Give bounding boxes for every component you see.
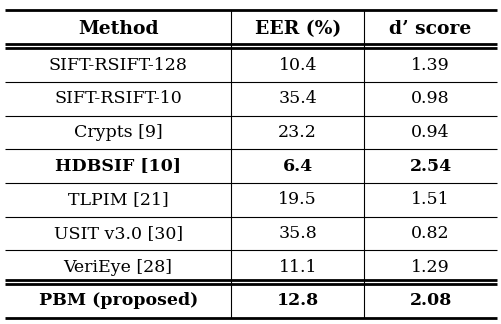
Text: 0.94: 0.94: [410, 124, 449, 141]
Text: PBM (proposed): PBM (proposed): [39, 292, 197, 309]
Text: d’ score: d’ score: [389, 20, 471, 38]
Text: 2.54: 2.54: [409, 157, 451, 175]
Text: Crypts [9]: Crypts [9]: [74, 124, 162, 141]
Text: 0.98: 0.98: [410, 90, 449, 107]
Text: TLPIM [21]: TLPIM [21]: [68, 191, 168, 208]
Text: SIFT-RSIFT-128: SIFT-RSIFT-128: [49, 56, 187, 74]
Text: 1.29: 1.29: [410, 259, 449, 275]
Text: 35.8: 35.8: [278, 225, 317, 242]
Text: 1.51: 1.51: [410, 191, 449, 208]
Text: USIT v3.0 [30]: USIT v3.0 [30]: [54, 225, 182, 242]
Text: 0.82: 0.82: [410, 225, 449, 242]
Text: 12.8: 12.8: [276, 292, 318, 309]
Text: SIFT-RSIFT-10: SIFT-RSIFT-10: [54, 90, 182, 107]
Text: 35.4: 35.4: [278, 90, 317, 107]
Text: 2.08: 2.08: [409, 292, 451, 309]
Text: 10.4: 10.4: [278, 56, 316, 74]
Text: Method: Method: [78, 20, 158, 38]
Text: 1.39: 1.39: [410, 56, 449, 74]
Text: 23.2: 23.2: [278, 124, 317, 141]
Text: 6.4: 6.4: [282, 157, 312, 175]
Text: VeriEye [28]: VeriEye [28]: [64, 259, 172, 275]
Text: EER (%): EER (%): [254, 20, 340, 38]
Text: 19.5: 19.5: [278, 191, 317, 208]
Text: 11.1: 11.1: [278, 259, 316, 275]
Text: HDBSIF [10]: HDBSIF [10]: [55, 157, 181, 175]
